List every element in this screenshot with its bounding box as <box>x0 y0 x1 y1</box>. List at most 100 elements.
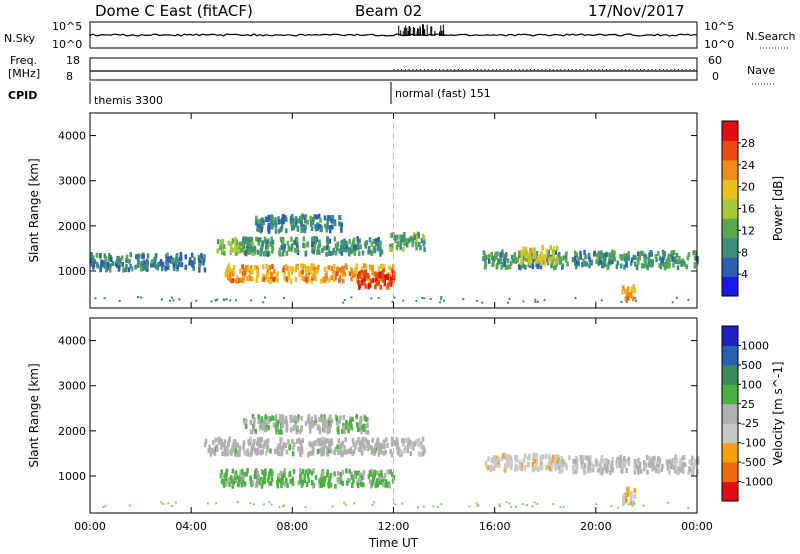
echo-cell <box>399 238 403 244</box>
echo-cell <box>353 474 356 479</box>
echo-cell <box>411 242 414 248</box>
echo-cell <box>292 445 295 451</box>
echo-cell <box>551 249 555 255</box>
echo-cell <box>361 438 364 444</box>
echo-cell <box>522 458 526 464</box>
echo-cell <box>188 257 192 263</box>
echo-cell <box>268 480 271 486</box>
echo-cell <box>232 265 236 270</box>
echo-cell <box>576 259 579 265</box>
echo-cell <box>280 475 284 481</box>
echo-cell <box>544 453 548 459</box>
echo-cell <box>289 218 293 224</box>
echo-cell <box>392 475 396 481</box>
echo-cell <box>367 474 370 480</box>
echo-cell <box>647 462 650 468</box>
echo-cell <box>333 471 336 477</box>
echo-cell <box>281 217 284 223</box>
echo-cell <box>281 479 284 485</box>
echo-cell <box>90 257 93 263</box>
echo-cell <box>403 232 406 237</box>
echo-cell <box>358 251 361 257</box>
x-tick-label: 00:00 <box>74 520 106 533</box>
echo-cell <box>440 298 443 301</box>
echo-cell <box>261 217 264 223</box>
colorbar-swatch <box>722 345 738 366</box>
echo-cell <box>348 468 351 474</box>
echo-cell <box>616 456 619 462</box>
echo-cell <box>255 468 258 474</box>
echo-cell <box>273 277 276 283</box>
echo-cell <box>637 469 640 475</box>
echo-cell <box>333 221 337 227</box>
echo-cell <box>312 216 315 222</box>
echo-cell <box>268 418 271 424</box>
echo-cell <box>672 262 675 268</box>
echo-cell <box>311 420 315 426</box>
echo-cell <box>406 443 410 449</box>
echo-cell <box>396 234 399 240</box>
echo-cell <box>391 300 394 303</box>
echo-cell <box>360 475 363 481</box>
echo-cell <box>417 242 421 247</box>
echo-cell <box>230 475 233 481</box>
echo-cell <box>423 247 426 253</box>
echo-cell <box>115 258 119 264</box>
echo-cell <box>587 252 591 258</box>
echo-cell <box>532 455 535 461</box>
echo-cell <box>316 249 319 255</box>
echo-cell <box>575 466 579 472</box>
echo-cell <box>364 283 367 289</box>
echo-cell <box>322 470 325 476</box>
colorbar-swatch <box>722 276 738 297</box>
echo-cell <box>162 503 165 506</box>
echo-cell <box>571 257 575 263</box>
echo-cell <box>253 420 256 426</box>
echo-cell <box>555 256 559 262</box>
echo-cell <box>524 253 528 259</box>
echo-cell <box>216 446 219 452</box>
echo-cell <box>561 264 564 270</box>
echo-cell <box>647 455 651 461</box>
echo-cell <box>329 472 333 478</box>
echo-cell <box>624 492 627 498</box>
echo-cell <box>522 246 525 252</box>
echo-cell <box>371 480 374 486</box>
echo-cell <box>683 462 687 468</box>
echo-cell <box>241 246 245 252</box>
echo-cell <box>358 238 361 244</box>
echo-cell <box>283 473 286 478</box>
echo-cell <box>276 480 279 486</box>
echo-cell <box>277 216 280 222</box>
echo-cell <box>397 447 401 453</box>
echo-cell <box>505 252 508 257</box>
echo-cell <box>324 273 328 279</box>
echo-cell <box>358 441 362 447</box>
echo-cell <box>108 253 111 259</box>
x-tick-label: 12:00 <box>378 520 410 533</box>
nsearch-label: N.Search <box>746 30 796 43</box>
echo-cell <box>246 276 249 281</box>
echo-cell <box>299 468 302 474</box>
echo-cell <box>197 254 201 260</box>
echo-cell <box>317 441 320 447</box>
echo-cell <box>301 269 304 275</box>
echo-cell <box>320 482 323 488</box>
echo-cell <box>359 244 362 250</box>
echo-cell <box>374 284 377 290</box>
echo-cell <box>548 257 551 263</box>
echo-cell <box>621 500 625 506</box>
echo-cell <box>269 448 272 454</box>
echo-cell <box>546 260 550 266</box>
echo-cell <box>324 442 327 448</box>
echo-cell <box>335 416 338 422</box>
echo-cell <box>392 278 395 284</box>
echo-cell <box>375 478 379 484</box>
echo-cell <box>107 256 111 262</box>
echo-cell <box>290 269 294 275</box>
echo-cell <box>301 438 304 444</box>
echo-cell <box>362 469 366 475</box>
echo-cell <box>540 260 543 266</box>
echo-cell <box>286 483 289 489</box>
echo-cell <box>529 247 532 253</box>
